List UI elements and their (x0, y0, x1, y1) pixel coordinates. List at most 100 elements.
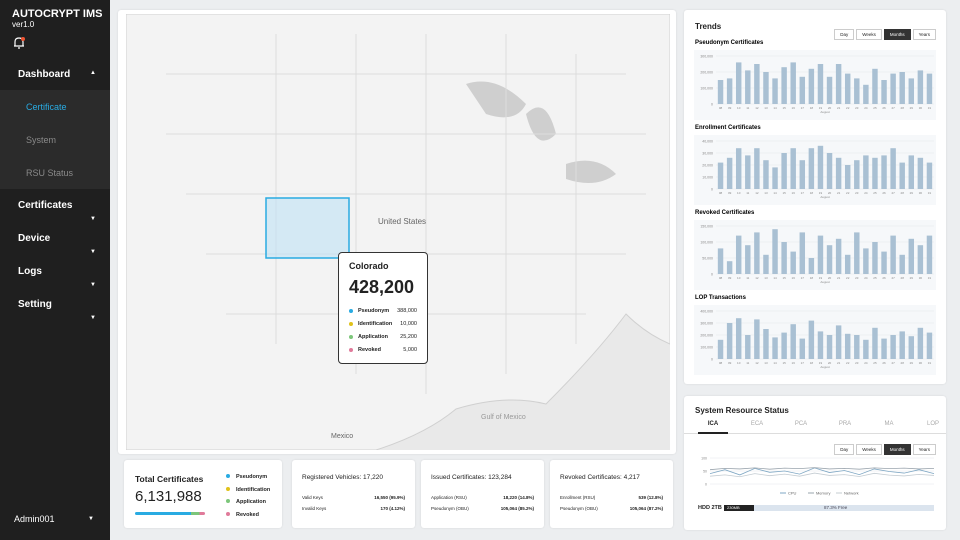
tab[interactable]: MA (884, 421, 894, 427)
card-title: Revoked Certificates: 4,217 (560, 474, 640, 481)
bell-icon[interactable] (12, 36, 26, 50)
y-tick-label: 50,000 (702, 257, 713, 261)
menu-item[interactable]: Certificates (18, 200, 73, 211)
tab[interactable]: LOP (926, 421, 939, 427)
total-bar (135, 512, 205, 515)
submenu-item[interactable]: RSU Status (26, 168, 74, 178)
y-tick-label: 20,000 (702, 164, 713, 168)
x-tick-label: 12 (755, 361, 759, 365)
y-tick-label: 100,000 (700, 241, 713, 245)
summary-card: Revoked Certificates: 4,217 Enrollment (R… (550, 460, 673, 528)
x-tick-label: 26 (882, 361, 886, 365)
row-name: Identification (358, 320, 393, 327)
bar (717, 248, 724, 274)
x-tick-label: 23 (855, 276, 859, 280)
bar (763, 160, 769, 189)
x-axis-label: August (820, 365, 830, 369)
x-tick-label: 28 (901, 276, 905, 280)
x-tick-label: 28 (901, 361, 905, 365)
bar (835, 325, 842, 359)
legend-label: Network (844, 491, 859, 496)
range-button[interactable]: Years (912, 444, 936, 455)
map-label: Gulf of Mexico (481, 414, 526, 421)
bar (763, 72, 769, 104)
bar (781, 67, 787, 104)
bar (872, 242, 878, 274)
x-tick-label: 17 (801, 276, 805, 280)
trends-title: Trends (695, 22, 722, 31)
x-tick-label: 24 (864, 191, 868, 195)
row-name: Pseudonym (358, 307, 390, 314)
bar (790, 148, 796, 189)
tooltip-rows: Pseudonym 388,000 Identification 10,000 Appl… (349, 304, 417, 356)
bar (781, 242, 787, 274)
bar (745, 155, 751, 189)
x-tick-label: 08 (719, 276, 723, 280)
trend-charts: Pseudonym Certificates0100,000200,000300… (694, 40, 936, 375)
range-button[interactable]: Months (883, 444, 911, 455)
bar (754, 148, 760, 189)
total-value: 6,131,988 (135, 488, 202, 505)
bar (926, 332, 933, 359)
bar (890, 73, 896, 104)
x-tick-label: 20 (828, 276, 832, 280)
x-tick-label: 19 (819, 361, 823, 365)
tab[interactable]: PRA (838, 421, 852, 427)
x-tick-label: 08 (719, 106, 723, 110)
card-row-value: 105,064 (85.2%) (500, 506, 534, 511)
submenu-item[interactable]: System (26, 135, 57, 145)
bar (790, 324, 796, 359)
y-tick-label: 0 (711, 273, 713, 277)
x-tick-label: 30 (919, 276, 923, 280)
bar (817, 145, 824, 189)
range-button[interactable]: Years (912, 29, 936, 40)
bar (863, 155, 869, 189)
x-tick-label: 26 (882, 276, 886, 280)
row-value: 5,000 (403, 346, 417, 353)
x-tick-label: 17 (801, 106, 805, 110)
menu-item[interactable]: Device (18, 233, 51, 244)
y-tick-label: 150,000 (700, 225, 713, 229)
x-tick-label: 25 (873, 106, 877, 110)
range-buttons: Day Weeks Months Years (832, 438, 936, 456)
range-button[interactable]: Day (834, 444, 855, 455)
x-tick-label: 16 (792, 106, 796, 110)
card-row-value: 18,220 (14.8%) (503, 495, 534, 500)
x-axis-label: August (820, 280, 830, 284)
x-tick-label: 23 (855, 361, 859, 365)
x-tick-label: 10 (737, 361, 741, 365)
map-label: Mexico (331, 433, 353, 440)
range-button[interactable]: Weeks (856, 29, 882, 40)
x-tick-label: 09 (728, 361, 732, 365)
bar (899, 72, 905, 104)
tab[interactable]: ICA (698, 421, 728, 434)
user[interactable]: Admin001 (14, 514, 55, 524)
x-tick-label: 29 (910, 191, 914, 195)
legend-dot (349, 308, 353, 313)
menu-item[interactable]: Logs (18, 266, 42, 277)
total-legend: Pseudonym Identification Application Revoke… (226, 471, 270, 521)
chart-title: Enrollment Certificates (695, 125, 761, 131)
x-tick-label: 21 (837, 106, 841, 110)
x-tick-label: 16 (792, 191, 796, 195)
bar (881, 155, 887, 189)
bar (790, 62, 796, 104)
x-tick-label: 19 (819, 276, 823, 280)
range-button[interactable]: Day (834, 29, 855, 40)
tab[interactable]: ECA (750, 421, 764, 427)
submenu-item[interactable]: Certificate (26, 102, 67, 112)
bar (863, 248, 869, 274)
bar (717, 162, 724, 189)
bar (799, 338, 806, 359)
carets: ▼ ▼ ▼ ▼ (90, 216, 96, 321)
x-tick-label: 10 (737, 106, 741, 110)
y-tick-label: 400,000 (700, 310, 713, 314)
menu-item[interactable]: Setting (18, 299, 52, 310)
tab[interactable]: PCA (794, 421, 808, 427)
range-button[interactable]: Weeks (856, 444, 882, 455)
range-button[interactable]: Months (883, 29, 911, 40)
menu-item[interactable]: Dashboard (18, 69, 71, 80)
hdd-label: HDD 2TB (698, 505, 722, 511)
legend-item: Application (226, 496, 270, 509)
